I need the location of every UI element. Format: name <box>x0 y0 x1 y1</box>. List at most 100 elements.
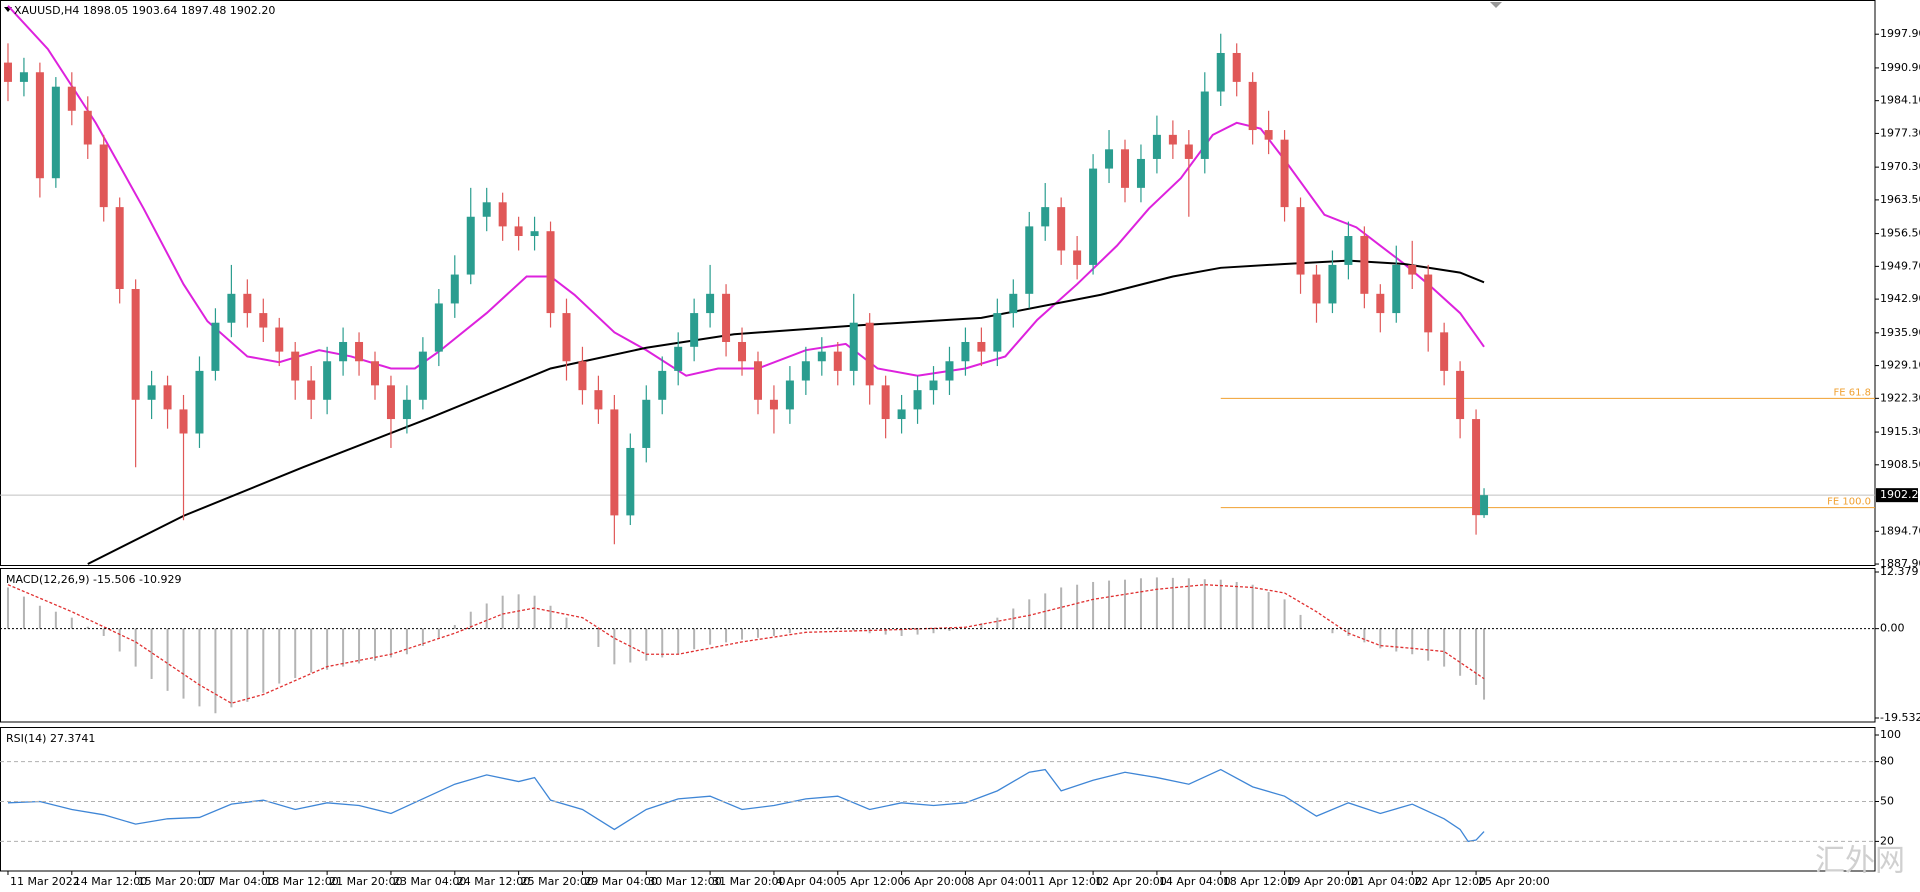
x-tick-label: 31 Mar 20:00 <box>712 875 785 888</box>
candle-body <box>498 202 507 227</box>
candle-body <box>1328 264 1337 304</box>
candle-body <box>690 313 699 347</box>
rsi-panel-frame <box>0 727 1876 872</box>
fe-level-label: FE 100.0 <box>1827 497 1871 508</box>
candle-body <box>386 385 395 420</box>
y-tick-label: 1963.50 <box>1880 193 1920 206</box>
candle-body <box>19 72 28 82</box>
candle-body <box>339 341 348 362</box>
candle-body <box>546 231 555 314</box>
candle-body <box>35 72 44 179</box>
x-tick-label: 25 Mar 20:00 <box>521 875 594 888</box>
y-tick-label: 1915.30 <box>1880 425 1920 438</box>
candle-body <box>833 351 842 371</box>
y-tick-label: 0.00 <box>1880 622 1905 635</box>
candle-body <box>355 341 364 362</box>
candle-body <box>1200 91 1209 159</box>
last-price-label: 1902.20 <box>1880 488 1920 501</box>
x-tick-label: 4 Apr 04:00 <box>776 875 841 888</box>
watermark: 汇外网 <box>1815 844 1905 879</box>
y-tick-label: 12.379 <box>1880 565 1919 578</box>
candle-body <box>881 385 890 420</box>
candle-body <box>1089 168 1098 265</box>
candle-body <box>1424 274 1433 333</box>
candle-body <box>530 231 539 237</box>
candle-body <box>211 322 220 371</box>
candle-body <box>817 351 826 362</box>
candle-body <box>227 293 236 323</box>
x-tick-label: 24 Mar 12:00 <box>457 875 530 888</box>
candle-body <box>1121 149 1129 188</box>
candle-body <box>945 361 954 381</box>
x-tick-label: 17 Mar 04:00 <box>201 875 274 888</box>
candle-body <box>1073 250 1082 265</box>
candle-body <box>849 322 858 371</box>
y-tick-label: 1970.30 <box>1880 160 1920 173</box>
candle-body <box>1360 236 1369 294</box>
x-tick-label: 11 Apr 12:00 <box>1031 875 1103 888</box>
candle-body <box>371 361 379 386</box>
y-tick-label: 1942.90 <box>1880 292 1920 305</box>
candle-body <box>913 390 922 410</box>
y-tick-label: 1935.90 <box>1880 326 1920 339</box>
candle-body <box>610 409 619 516</box>
candle-body <box>3 62 12 82</box>
candle-body <box>1216 52 1225 92</box>
y-tick-label: 1984.10 <box>1880 94 1920 107</box>
macd-signal-line <box>7 584 1485 704</box>
candle-body <box>961 341 970 362</box>
x-tick-label: 30 Mar 12:00 <box>648 875 721 888</box>
candle-body <box>67 86 76 111</box>
candle-body <box>1376 293 1385 314</box>
candle-body <box>99 144 108 208</box>
candle-body <box>977 341 986 352</box>
candle-body <box>514 226 523 237</box>
candle-body <box>1296 207 1305 275</box>
x-tick-label: 15 Mar 20:00 <box>138 875 211 888</box>
rsi-title: RSI(14) 27.3741 <box>6 732 95 745</box>
candle-body <box>1009 293 1018 314</box>
x-tick-label: 22 Apr 12:00 <box>1414 875 1486 888</box>
x-tick-label: 8 Apr 04:00 <box>967 875 1032 888</box>
candle-body <box>418 351 427 400</box>
candle-body <box>1041 207 1050 227</box>
candle-body <box>1456 370 1465 420</box>
y-tick-label: 1908.50 <box>1880 458 1920 471</box>
candle-body <box>1280 139 1289 208</box>
candle-body <box>147 385 156 400</box>
candle-body <box>738 341 747 362</box>
candle-body <box>1408 264 1417 275</box>
y-tick-label: 50 <box>1880 795 1894 808</box>
candle-body <box>642 399 651 448</box>
candle-body <box>307 380 316 400</box>
candle-body <box>578 361 587 391</box>
candle-body <box>1264 130 1273 140</box>
candle-body <box>562 313 571 362</box>
candle-body <box>865 322 874 386</box>
main-panel-frame <box>0 0 1876 566</box>
x-tick-label: 14 Mar 12:00 <box>74 875 147 888</box>
candle-body <box>785 380 794 410</box>
candle-body <box>482 202 491 217</box>
candle-body <box>1392 264 1401 314</box>
candle-body <box>195 370 204 434</box>
plot-area <box>6 577 1486 714</box>
y-tick-label: 20 <box>1880 834 1894 847</box>
x-tick-label: 12 Apr 20:00 <box>1095 875 1167 888</box>
candle-body <box>594 390 603 410</box>
macd-title: MACD(12,26,9) -15.506 -10.929 <box>6 573 181 586</box>
candle-body <box>929 380 938 391</box>
candle-body <box>1168 134 1177 145</box>
candle-body <box>1232 52 1241 82</box>
candle-body <box>769 399 778 410</box>
candle-body <box>115 207 124 290</box>
candle-body <box>674 346 683 371</box>
candle-body <box>1472 419 1481 516</box>
candle-body <box>291 351 300 381</box>
macd-panel-frame <box>0 568 1876 723</box>
y-tick-label: 1956.50 <box>1880 227 1920 240</box>
candle-body <box>1184 144 1193 159</box>
candle-body <box>1440 332 1449 371</box>
